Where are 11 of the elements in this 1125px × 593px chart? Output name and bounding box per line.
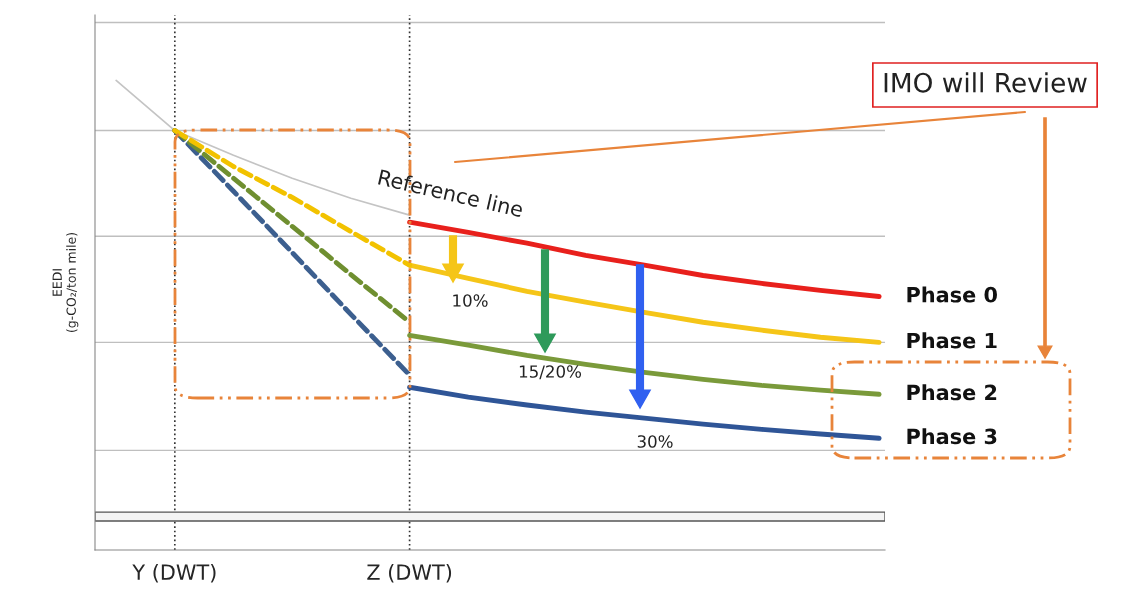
annotation: IMO will Review: [884, 72, 1087, 93]
x-tick-label: Z (DWT): [367, 563, 452, 583]
annotation: 30%: [637, 435, 673, 448]
annotation: 10%: [453, 294, 488, 307]
series-label: Phase 0: [907, 286, 997, 303]
x-tick-label: Y (DWT): [132, 563, 216, 583]
series-label: Phase 3: [907, 428, 997, 445]
y-axis-title: EEDI (g-CO₂/ton mile): [52, 232, 79, 333]
annotation: 15/20%: [519, 365, 582, 380]
series-label: Phase 2: [907, 384, 997, 401]
series-label: Phase 1: [907, 332, 997, 349]
